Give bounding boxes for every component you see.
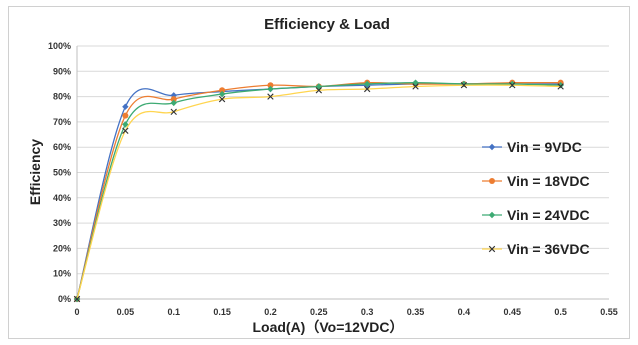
y-tick-label: 20% bbox=[53, 243, 71, 253]
legend-label: Vin = 18VDC bbox=[507, 173, 590, 189]
y-tick-label: 60% bbox=[53, 142, 71, 152]
data-point bbox=[170, 108, 177, 115]
x-tick-label: 0.25 bbox=[310, 307, 328, 317]
data-point bbox=[412, 83, 419, 90]
y-tick-label: 10% bbox=[53, 269, 71, 279]
legend: Vin = 9VDC Vin = 18VDC Vin = 24VDC Vin = 36… bbox=[482, 139, 590, 257]
data-point bbox=[267, 82, 274, 89]
axes bbox=[76, 46, 609, 300]
x-tick-label: 0.2 bbox=[264, 307, 277, 317]
data-point bbox=[557, 83, 564, 90]
series-line-1 bbox=[76, 81, 561, 300]
y-tick-label: 40% bbox=[53, 193, 71, 203]
data-point bbox=[122, 121, 129, 128]
data-point bbox=[363, 85, 371, 93]
legend-marker bbox=[488, 211, 496, 219]
data-point bbox=[267, 93, 274, 100]
y-tick-label: 90% bbox=[53, 66, 71, 76]
data-point bbox=[509, 82, 516, 89]
y-tick-label: 70% bbox=[53, 117, 71, 127]
x-tick-label: 0.15 bbox=[213, 307, 231, 317]
data-point bbox=[122, 112, 129, 119]
legend-marker bbox=[489, 178, 495, 184]
data-point bbox=[267, 85, 274, 93]
x-tick-label: 0.5 bbox=[554, 307, 567, 317]
series-line-0 bbox=[76, 83, 561, 300]
legend-marker bbox=[488, 245, 496, 253]
data-point bbox=[73, 295, 81, 303]
x-tick-label: 0.45 bbox=[504, 307, 522, 317]
x-tick-label: 0.35 bbox=[407, 307, 425, 317]
chart-title: Efficiency & Load bbox=[264, 16, 390, 33]
grid-lines bbox=[77, 45, 609, 275]
data-point bbox=[170, 96, 177, 103]
x-tick-label: 0.1 bbox=[167, 307, 180, 317]
y-tick-label: 50% bbox=[53, 168, 71, 178]
x-tick-label: 0.55 bbox=[600, 307, 618, 317]
series-line-2 bbox=[76, 82, 561, 300]
legend-label: Vin = 9VDC bbox=[507, 139, 582, 155]
x-tick-label: 0.05 bbox=[117, 307, 135, 317]
data-point bbox=[363, 80, 371, 88]
y-tick-label: 80% bbox=[53, 92, 71, 102]
y-tick-label: 100% bbox=[48, 41, 71, 51]
y-axis-title: Efficiency bbox=[27, 139, 43, 205]
y-tick-label: 30% bbox=[53, 218, 71, 228]
data-point bbox=[122, 103, 129, 110]
data-point bbox=[460, 82, 468, 89]
legend-label: Vin = 36VDC bbox=[507, 241, 590, 257]
data-point bbox=[219, 87, 226, 94]
legend-label: Vin = 24VDC bbox=[507, 207, 590, 223]
y-tick-label: 0% bbox=[58, 294, 71, 304]
data-point bbox=[315, 87, 323, 94]
data-point bbox=[122, 127, 129, 134]
data-point bbox=[460, 80, 468, 88]
data-point bbox=[170, 99, 177, 107]
series-line-3 bbox=[76, 84, 561, 300]
x-tick-label: 0.3 bbox=[361, 307, 374, 317]
x-axis-title: Load(A)（Vo=12VDC） bbox=[252, 319, 403, 335]
x-tick-labels: 0 0.05 0.1 0.15 0.2 0.25 0.3 0.35 0.4 0.45 0.5 0.55 bbox=[74, 307, 617, 317]
data-point bbox=[218, 95, 226, 103]
y-tick-labels: 0% 10% 20% 30% 40% 50% 60% 70% 80% 90% 100% bbox=[48, 41, 71, 304]
series-group bbox=[73, 79, 564, 303]
legend-marker bbox=[488, 143, 496, 151]
x-tick-label: 0 bbox=[74, 307, 79, 317]
data-point bbox=[218, 90, 226, 98]
x-tick-label: 0.4 bbox=[458, 307, 471, 317]
